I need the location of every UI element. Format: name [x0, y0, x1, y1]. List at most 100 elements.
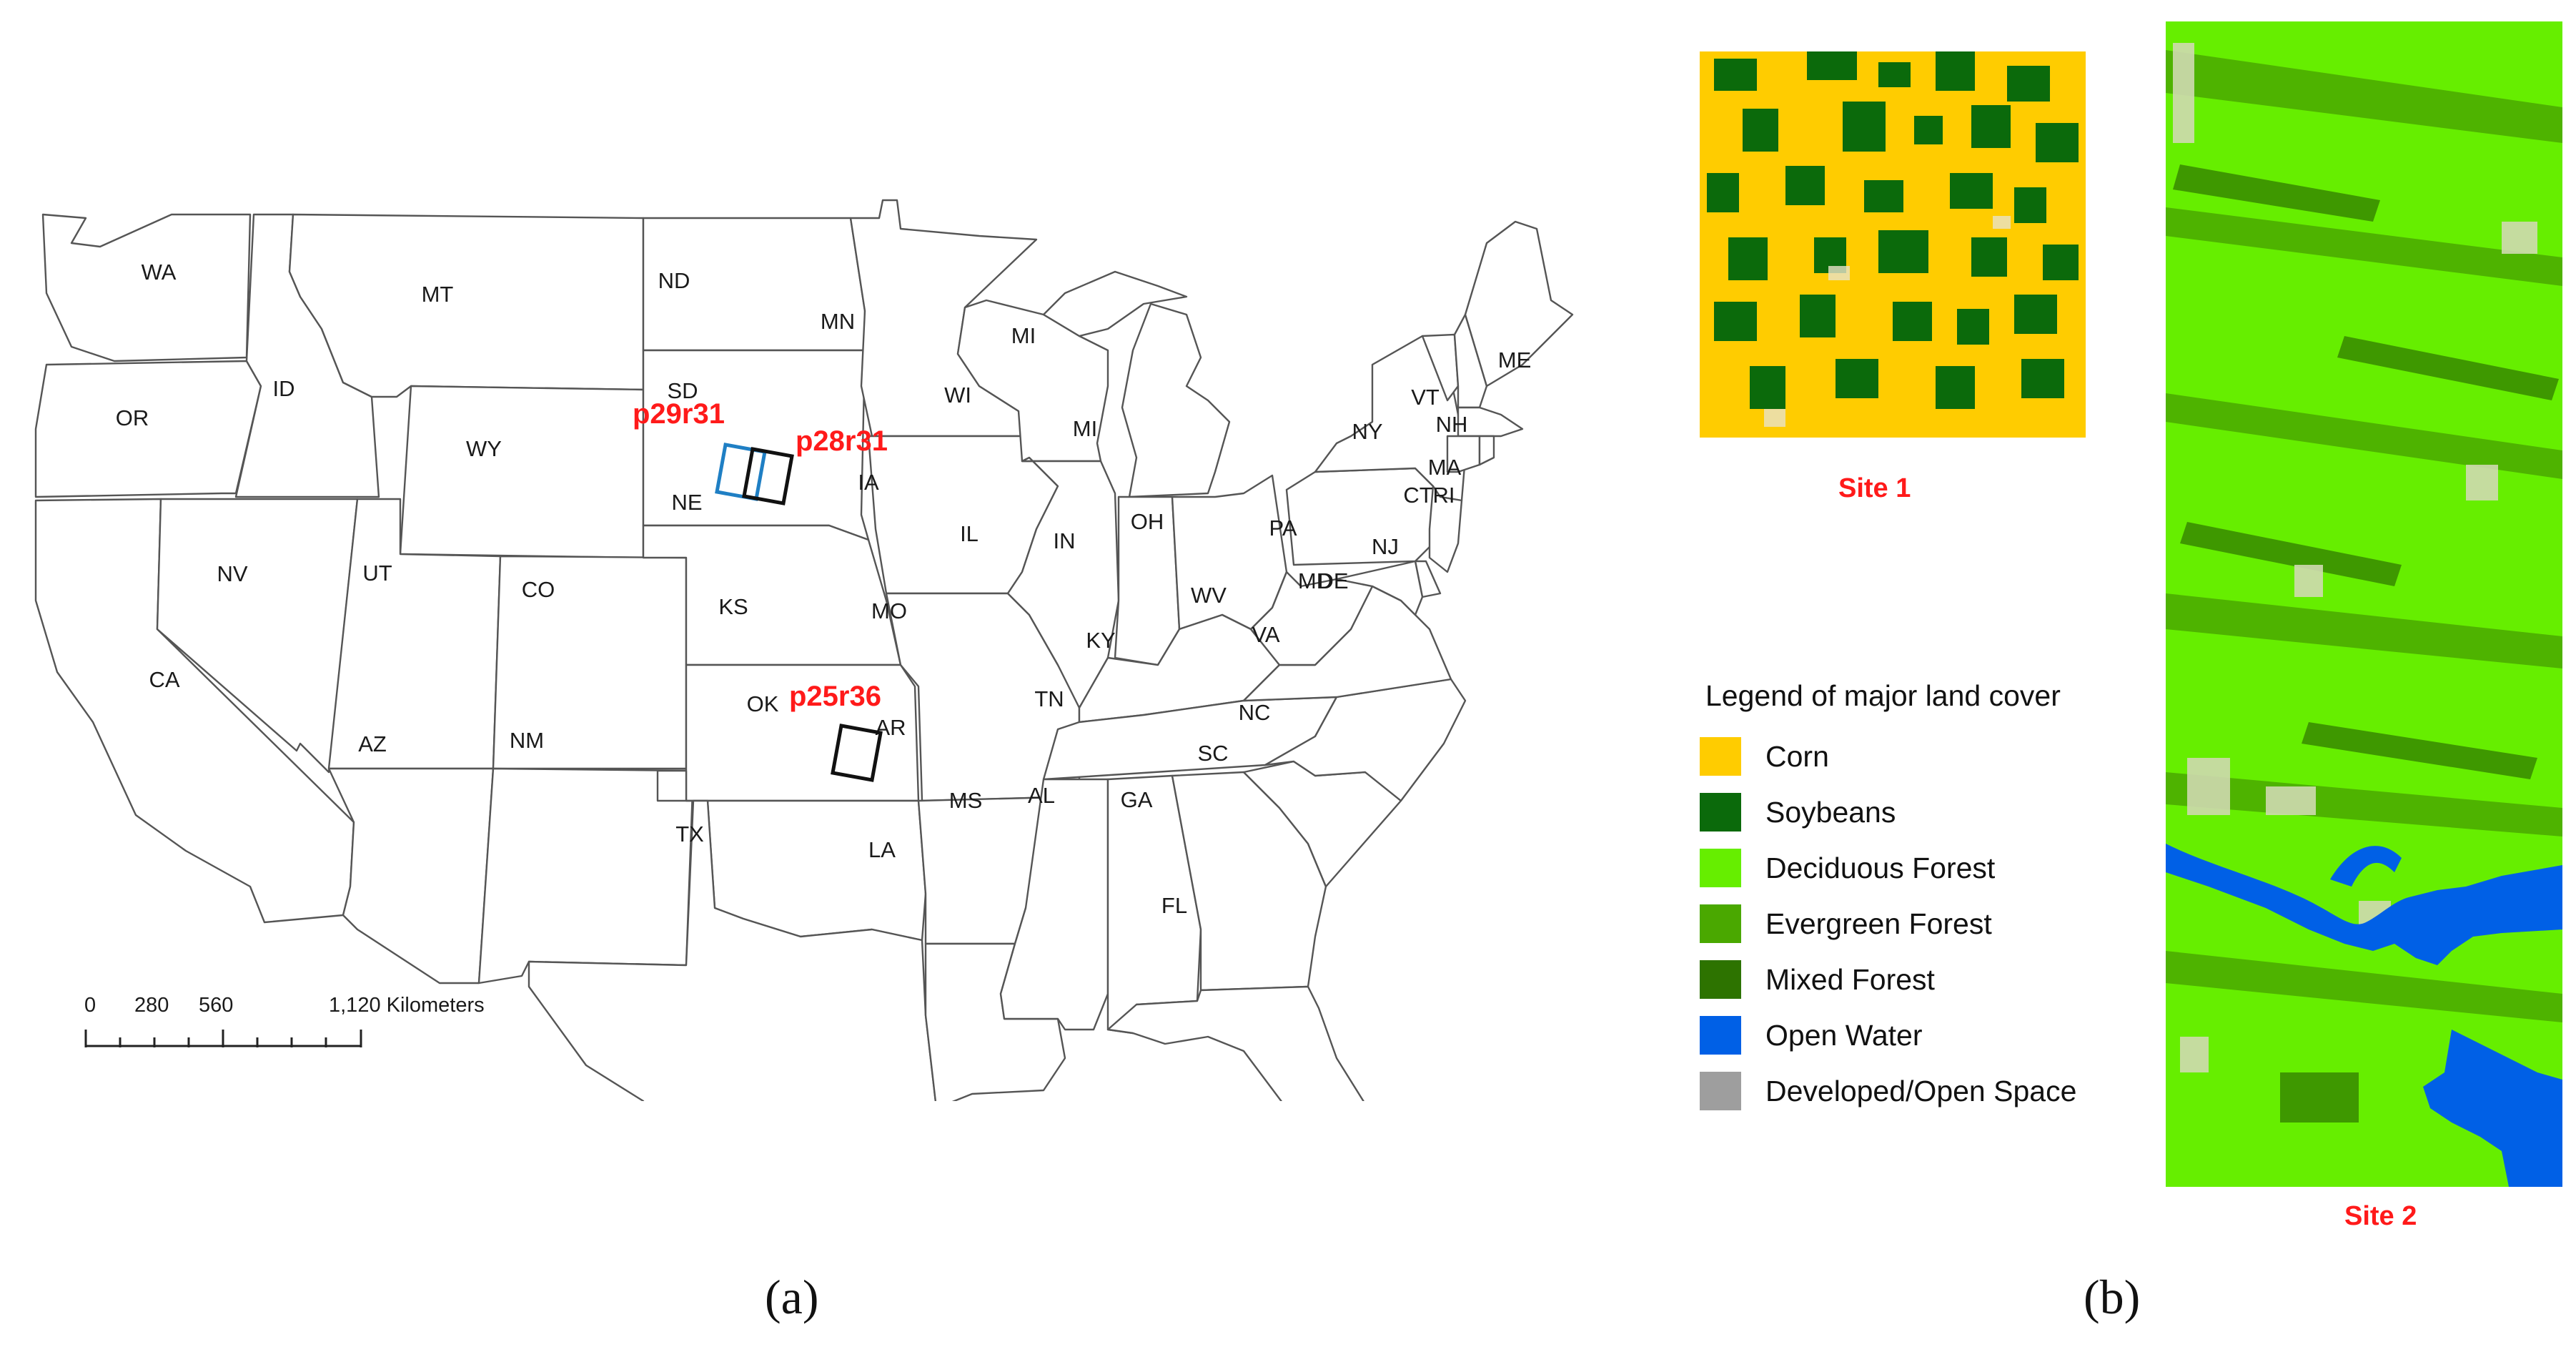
scene-footprint-p25r36: [831, 724, 883, 782]
scale-tick-1120: 1,120 Kilometers: [329, 994, 485, 1017]
label-nd: ND: [658, 268, 690, 293]
label-nc: NC: [1239, 700, 1271, 725]
state-nc: [1264, 678, 1467, 802]
state-fl: [1106, 985, 1364, 1101]
legend-item-open-water: Open Water: [1700, 1007, 2143, 1063]
us-map-svg: WA OR CA ID NV MT WY UT AZ CO NM ND SD N…: [34, 199, 1574, 1101]
site2-land-cover-image: [2166, 21, 2562, 1187]
state-ct: [1446, 435, 1481, 473]
legend-item-evergreen-forest: Evergreen Forest: [1700, 896, 2143, 952]
label-sd: SD: [667, 378, 698, 403]
land-cover-legend: Legend of major land cover Corn Soybeans…: [1700, 679, 2143, 1119]
legend-label-open-water: Open Water: [1765, 1018, 1923, 1052]
label-pa: PA: [1269, 515, 1297, 541]
scene-footprint-p28r31: [742, 447, 794, 505]
label-al: AL: [1028, 783, 1055, 808]
label-nj: NJ: [1372, 534, 1399, 559]
legend-swatch-developed-open-space: [1700, 1072, 1741, 1110]
site1-caption: Site 1: [1838, 473, 1911, 503]
label-mn: MN: [821, 309, 855, 334]
state-tx: [527, 799, 937, 1101]
legend-swatch-corn: [1700, 737, 1741, 776]
state-ri: [1478, 435, 1495, 466]
legend-item-developed-open-space: Developed/Open Space: [1700, 1063, 2143, 1119]
label-ri: RI: [1433, 483, 1455, 508]
scene-label-p29r31: p29r31: [633, 398, 725, 430]
legend-label-corn: Corn: [1765, 739, 1829, 773]
legend-item-mixed-forest: Mixed Forest: [1700, 952, 2143, 1007]
label-wv: WV: [1191, 583, 1227, 608]
legend-swatch-mixed-forest: [1700, 960, 1741, 999]
label-ut: UT: [362, 561, 392, 586]
label-ct: CT: [1403, 483, 1432, 508]
label-nv: NV: [217, 561, 247, 586]
label-la: LA: [868, 837, 896, 862]
label-tn: TN: [1034, 686, 1064, 711]
label-wy: WY: [466, 436, 502, 461]
state-ca: [34, 498, 355, 924]
legend-label-soybeans: Soybeans: [1765, 795, 1896, 829]
scene-label-p28r31: p28r31: [796, 425, 888, 457]
legend-label-mixed-forest: Mixed Forest: [1765, 962, 1935, 996]
scale-tick-560: 560: [199, 994, 233, 1017]
scale-bar-line: [84, 1030, 362, 1047]
label-il: IL: [960, 521, 979, 546]
legend-item-corn: Corn: [1700, 729, 2143, 784]
state-me: [1464, 220, 1574, 388]
label-md: MD: [1298, 568, 1332, 593]
panel-caption-b: (b): [2084, 1270, 2141, 1324]
label-nh: NH: [1436, 412, 1468, 437]
label-ny: NY: [1352, 419, 1382, 444]
label-vt: VT: [1411, 385, 1440, 410]
legend-swatch-evergreen-forest: [1700, 904, 1741, 943]
label-mo: MO: [871, 598, 907, 623]
label-ma: MA: [1428, 455, 1462, 480]
state-nj: [1428, 485, 1463, 573]
label-or: OR: [116, 405, 149, 430]
legend-item-soybeans: Soybeans: [1700, 784, 2143, 840]
label-va: VA: [1252, 622, 1279, 647]
label-co: CO: [522, 577, 555, 602]
legend-label-deciduous-forest: Deciduous Forest: [1765, 851, 1996, 884]
state-mi: [1121, 302, 1231, 498]
state-az: [327, 767, 495, 985]
legend-item-deciduous-forest: Deciduous Forest: [1700, 840, 2143, 896]
label-wi: WI: [944, 383, 971, 408]
site2-caption: Site 2: [2344, 1201, 2417, 1231]
state-oh: [1171, 474, 1288, 631]
label-mi: MI: [1073, 416, 1097, 441]
label-me: ME: [1498, 347, 1532, 372]
label-mt: MT: [422, 282, 454, 307]
legend-label-evergreen-forest: Evergreen Forest: [1765, 907, 1992, 940]
label-de: DE: [1317, 568, 1348, 593]
scale-tick-0: 0: [84, 994, 96, 1017]
state-wy: [399, 385, 645, 559]
label-ca: CA: [149, 667, 179, 692]
legend-label-developed-open-space: Developed/Open Space: [1765, 1074, 2077, 1107]
label-az: AZ: [358, 731, 387, 756]
label-fl: FL: [1161, 893, 1187, 918]
state-mi-up: [1042, 270, 1188, 337]
label-in: IN: [1054, 528, 1076, 553]
scene-label-p25r36: p25r36: [789, 681, 881, 712]
label-mi-up: MI: [1011, 323, 1036, 348]
scale-bar: 0 280 560 1,120 Kilometers: [79, 990, 536, 1069]
legend-swatch-open-water: [1700, 1016, 1741, 1055]
label-tx: TX: [675, 821, 704, 847]
label-id: ID: [273, 376, 295, 401]
us-states-map: WA OR CA ID NV MT WY UT AZ CO NM ND SD N…: [29, 172, 1587, 1101]
label-oh: OH: [1131, 509, 1164, 534]
state-md: [1335, 560, 1424, 616]
scale-tick-280: 280: [134, 994, 169, 1017]
label-ne: NE: [671, 490, 702, 515]
label-ky: KY: [1086, 628, 1115, 653]
legend-title: Legend of major land cover: [1705, 679, 2061, 712]
label-ia: IA: [858, 470, 879, 495]
state-wa: [41, 213, 252, 362]
state-il: [1006, 456, 1120, 709]
state-mt: [288, 213, 645, 398]
label-sc: SC: [1197, 741, 1228, 766]
label-ga: GA: [1121, 787, 1153, 812]
legend-swatch-deciduous-forest: [1700, 849, 1741, 887]
state-ma: [1457, 406, 1524, 438]
